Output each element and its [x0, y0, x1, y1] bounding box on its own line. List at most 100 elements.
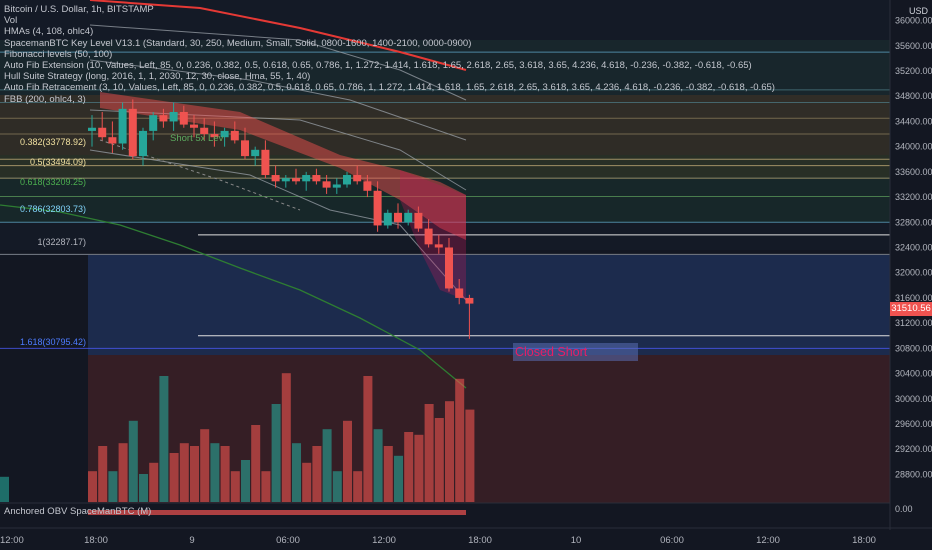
volume-bar: [394, 455, 403, 502]
time-tick: 18:00: [468, 535, 492, 546]
time-tick: 18:00: [84, 535, 108, 546]
legend-line-6[interactable]: Auto Fib Retracement (3, 10, Values, Lef…: [4, 82, 775, 94]
candle-body: [128, 108, 137, 157]
candle-body: [383, 212, 392, 226]
fib-label: 0.618(33209.25): [20, 177, 86, 187]
time-tick: 10: [571, 535, 582, 546]
volume-bar: [414, 434, 424, 502]
price-tick: 28800.00: [895, 469, 932, 479]
obv-line: [88, 510, 466, 515]
time-tick: 9: [189, 535, 194, 546]
candle-body: [261, 149, 270, 176]
candle-body: [414, 212, 423, 229]
time-tick: 12:00: [0, 535, 24, 546]
time-tick: 12:00: [756, 535, 780, 546]
candle-body: [394, 212, 402, 223]
fib-label: 0.786(32803.73): [20, 204, 86, 214]
volume-bar: [169, 453, 179, 502]
volume-bar: [434, 418, 444, 502]
legend-line-4[interactable]: Auto Fib Extension (10, Values, Left, 85…: [4, 59, 752, 71]
volume-bar: [332, 471, 342, 502]
legend-line-2[interactable]: SpacemanBTC Key Level V13.1 (Standard, 3…: [4, 37, 472, 49]
candle-body: [302, 175, 311, 182]
red-trend-line: [89, 0, 467, 71]
legend-title[interactable]: Bitcoin / U.S. Dollar, 1h, BITSTAMP: [4, 4, 154, 15]
candle-body: [179, 111, 188, 125]
volume-bar: [404, 432, 414, 502]
volume-bar: [455, 378, 465, 502]
candle-body: [373, 190, 382, 226]
volume-bar: [261, 471, 271, 502]
candle-body: [210, 134, 219, 138]
candle-body: [220, 130, 229, 138]
price-axis[interactable]: 36000.00 35600.00 35200.00 34800.00 34400.00…: [895, 16, 932, 514]
currency-label[interactable]: USD: [908, 6, 928, 16]
fib-zone-tan-1: [0, 95, 890, 117]
fib-zone-green: [0, 177, 890, 222]
candle-body: [424, 228, 433, 245]
volume-bar: [322, 429, 332, 502]
candle-body: [98, 127, 107, 138]
legend-line-7[interactable]: FBB (200, ohlc4, 3): [4, 93, 86, 105]
time-tick: 06:00: [276, 535, 300, 546]
green-ma-line: [0, 204, 467, 389]
volume-bar: [383, 446, 393, 502]
candle-body: [455, 288, 464, 298]
volume-bars: [0, 373, 475, 502]
legend-line-3[interactable]: Fibonacci levels (50, 100): [4, 48, 113, 60]
price-tick: 30400.00: [895, 369, 932, 379]
fib-label: 1(32287.17): [37, 237, 86, 247]
legend-line-0[interactable]: Vol: [4, 15, 18, 27]
price-tick: 34000.00: [895, 142, 932, 152]
legend-line-1[interactable]: HMAs (4, 108, ohlc4): [4, 26, 94, 38]
price-tick: 33600.00: [895, 167, 932, 177]
time-tick: 12:00: [372, 535, 396, 546]
trend-line: [89, 109, 467, 191]
volume-bar: [179, 443, 189, 502]
candle-body: [363, 181, 372, 191]
price-tick: 35600.00: [895, 41, 932, 51]
candle-body: [312, 175, 321, 182]
time-axis[interactable]: 12:00 18:00 9 06:00 12:00 18:00 10 06:00 12:00 18…: [0, 535, 876, 546]
trend-line: [89, 149, 467, 301]
volume-bar: [0, 476, 9, 502]
candle-body: [404, 212, 413, 223]
chart-legend: Bitcoin / U.S. Dollar, 1h, BITSTAMP Vol …: [4, 4, 775, 105]
trend-line: [89, 24, 467, 101]
obv-label[interactable]: Anchored OBV SpaceManBTC (M): [4, 506, 152, 517]
volume-bar: [292, 443, 301, 502]
price-tick: 32800.00: [895, 217, 932, 227]
volume-bar: [118, 443, 128, 502]
volume-bar: [445, 401, 454, 502]
last-price-tag: 31510.56: [890, 302, 932, 316]
price-tick: 31200.00: [895, 318, 932, 328]
legend-line-5[interactable]: Hull Suite Strategy (long, 2016, 1, 1, 2…: [4, 71, 311, 83]
volume-bar: [128, 420, 138, 502]
volume-bar: [312, 446, 322, 502]
volume-bar: [251, 425, 261, 502]
candle-body: [200, 127, 209, 135]
volume-bar: [465, 409, 475, 502]
price-tick: 29600.00: [895, 419, 932, 429]
candle-body: [445, 247, 453, 289]
volume-bar: [230, 471, 240, 502]
candle-body: [332, 184, 341, 188]
candle-body: [281, 178, 290, 182]
fib-label: 1.618(30795.42): [20, 337, 86, 347]
price-tick: 29200.00: [895, 444, 932, 454]
candle-body: [241, 140, 249, 157]
volume-bar: [98, 446, 108, 502]
volume-bar: [343, 420, 352, 502]
short-label: Short 5x Lev: [170, 133, 224, 144]
candle-body: [343, 175, 351, 185]
candle-body: [434, 244, 443, 248]
hull-band: [100, 92, 466, 240]
fib-label: 0.5(33494.09): [30, 157, 86, 167]
price-tick: 32400.00: [895, 243, 932, 253]
candle-body: [230, 130, 239, 141]
volume-bar: [210, 443, 220, 502]
volume-bar: [149, 462, 159, 502]
volume-bar: [88, 471, 97, 502]
trend-line: [89, 59, 467, 141]
